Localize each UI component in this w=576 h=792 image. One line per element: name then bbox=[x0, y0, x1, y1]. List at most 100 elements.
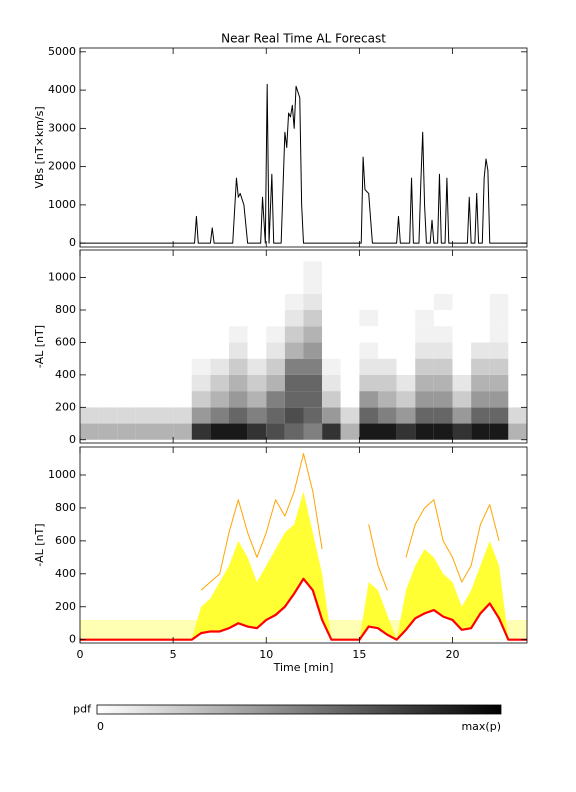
heat-cell bbox=[359, 391, 378, 408]
heat-cell bbox=[359, 326, 378, 343]
heat-cell bbox=[378, 407, 397, 424]
heat-cell bbox=[266, 293, 285, 311]
heat-cell bbox=[284, 342, 304, 359]
heat-cell bbox=[210, 374, 229, 392]
heat-cell bbox=[284, 374, 304, 392]
heat-cell bbox=[303, 391, 323, 408]
heat-cell bbox=[452, 261, 472, 278]
heat-cell bbox=[247, 358, 267, 375]
heat-cell bbox=[303, 374, 323, 392]
heat-cell bbox=[154, 391, 174, 408]
heat-cell bbox=[98, 358, 118, 375]
heat-cell bbox=[378, 277, 397, 294]
heat-cell bbox=[80, 407, 99, 424]
heat-cell bbox=[135, 407, 155, 424]
heat-cell bbox=[452, 342, 472, 359]
heat-cell bbox=[508, 261, 527, 278]
colorbar-tick-label: 0 bbox=[97, 720, 104, 733]
heat-cell bbox=[154, 358, 174, 375]
heat-cell bbox=[117, 293, 136, 311]
heat-cell bbox=[173, 374, 192, 392]
heat-cell bbox=[229, 374, 248, 392]
heat-cell bbox=[135, 277, 155, 294]
heat-cell bbox=[508, 423, 527, 440]
heat-cell bbox=[508, 358, 527, 375]
y-tick-label: 600 bbox=[55, 335, 76, 348]
heat-cell bbox=[173, 277, 192, 294]
heat-cell bbox=[433, 277, 453, 294]
heat-cell bbox=[340, 423, 360, 440]
heat-cell bbox=[173, 423, 192, 440]
heat-cell bbox=[378, 261, 397, 278]
heat-cell bbox=[508, 374, 527, 392]
colorbar-tick-label: max(p) bbox=[461, 720, 501, 733]
chart-title: Near Real Time AL Forecast bbox=[221, 32, 386, 46]
line bbox=[80, 577, 527, 641]
heat-cell bbox=[415, 374, 434, 392]
heat-cell bbox=[489, 293, 509, 311]
heat-cell bbox=[340, 374, 360, 392]
heat-cell bbox=[266, 407, 285, 424]
heat-cell bbox=[396, 293, 416, 311]
heat-cell bbox=[80, 391, 99, 408]
heat-cell bbox=[266, 358, 285, 375]
heat-cell bbox=[415, 293, 434, 311]
heat-cell bbox=[154, 277, 174, 294]
heat-cell bbox=[247, 277, 267, 294]
heat-cell bbox=[508, 277, 527, 294]
heat-cell bbox=[415, 391, 434, 408]
heat-cell bbox=[284, 358, 304, 375]
heat-cell bbox=[378, 342, 397, 359]
heat-cell bbox=[247, 423, 267, 440]
heat-cell bbox=[247, 407, 267, 424]
y-tick-label: 400 bbox=[55, 368, 76, 381]
heat-cell bbox=[284, 391, 304, 408]
heat-cell bbox=[340, 310, 360, 327]
heat-cell bbox=[303, 310, 323, 327]
heat-cell bbox=[117, 261, 136, 278]
heat-cell bbox=[396, 391, 416, 408]
heat-cell bbox=[359, 358, 378, 375]
heat-cell bbox=[489, 326, 509, 343]
y-tick-label: 0 bbox=[69, 433, 76, 446]
heat-cell bbox=[117, 342, 136, 359]
heat-cell bbox=[98, 391, 118, 408]
heat-cell bbox=[508, 342, 527, 359]
heat-cell bbox=[173, 326, 192, 343]
heat-cell bbox=[229, 261, 248, 278]
heat-cell bbox=[396, 326, 416, 343]
heat-cell bbox=[303, 326, 323, 343]
heat-cell bbox=[80, 342, 99, 359]
heat-cell bbox=[191, 423, 211, 440]
heat-cell bbox=[191, 310, 211, 327]
heat-cell bbox=[247, 310, 267, 327]
heat-cell bbox=[340, 407, 360, 424]
heat-cell bbox=[508, 391, 527, 408]
heat-cell bbox=[154, 293, 174, 311]
heat-cell bbox=[378, 358, 397, 375]
heat-cell bbox=[508, 293, 527, 311]
heat-cell bbox=[210, 423, 229, 440]
axes-frame bbox=[79, 47, 528, 248]
heat-cell bbox=[117, 423, 136, 440]
heat-cell bbox=[415, 326, 434, 343]
heat-cell bbox=[80, 423, 99, 440]
heat-cell bbox=[415, 261, 434, 278]
heat-cell bbox=[154, 407, 174, 424]
y-axis-label: VBs [nT×km/s] bbox=[33, 106, 46, 188]
heat-cell bbox=[340, 326, 360, 343]
heat-cell bbox=[433, 310, 453, 327]
heat-cell bbox=[247, 261, 267, 278]
y-tick-label: 0 bbox=[69, 236, 76, 249]
heat-cell bbox=[98, 261, 118, 278]
heat-cell bbox=[135, 342, 155, 359]
heat-cell bbox=[396, 277, 416, 294]
y-tick-label: 800 bbox=[55, 501, 76, 514]
heat-cell bbox=[135, 374, 155, 392]
y-tick-label: 200 bbox=[55, 600, 76, 613]
heat-cell bbox=[117, 277, 136, 294]
heat-cell bbox=[489, 391, 509, 408]
heat-cell bbox=[415, 277, 434, 294]
heat-cell bbox=[340, 277, 360, 294]
heat-cell bbox=[396, 342, 416, 359]
